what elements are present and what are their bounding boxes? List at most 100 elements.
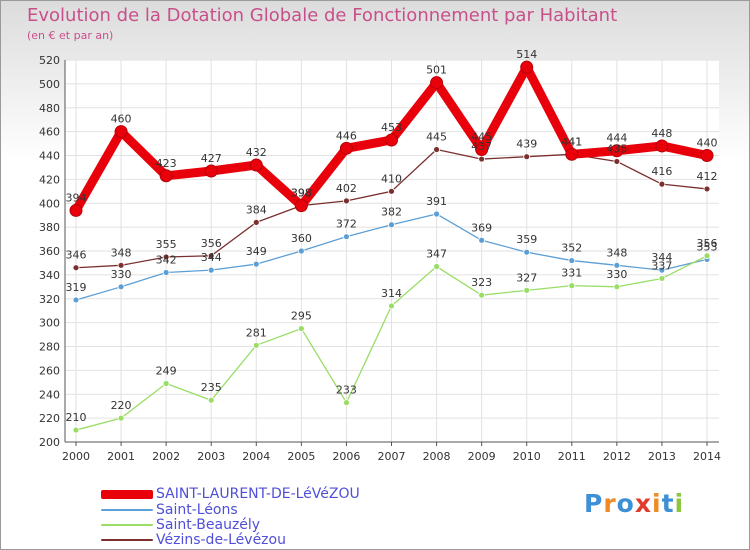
data-label: 441 (561, 135, 582, 148)
legend-item-vezins: Vézins-de-Lévézou (101, 532, 286, 548)
data-point (433, 210, 440, 218)
data-point (117, 261, 125, 269)
data-label: 355 (156, 238, 177, 251)
data-label: 391 (426, 195, 447, 208)
data-point (658, 266, 666, 274)
data-label: 353 (697, 240, 718, 253)
logo-letter: r (603, 489, 617, 518)
data-label: 501 (426, 64, 447, 77)
data-label: 233 (336, 384, 357, 397)
x-tick-label: 2014 (693, 450, 721, 463)
data-point (610, 144, 624, 158)
data-point (339, 141, 353, 155)
data-label: 356 (697, 237, 718, 250)
x-tick-label: 2004 (242, 450, 270, 463)
data-point (252, 218, 260, 226)
logo-letter: i (652, 489, 662, 518)
data-point (433, 146, 440, 153)
data-point (72, 296, 80, 304)
data-point (343, 399, 350, 407)
data-label: 349 (246, 245, 267, 258)
logo-letter: t (661, 489, 675, 518)
data-label: 445 (471, 131, 492, 144)
x-tick-label: 2007 (378, 450, 406, 463)
data-label: 331 (561, 267, 582, 280)
data-label: 369 (471, 221, 492, 234)
data-point (207, 266, 215, 274)
data-point (207, 396, 215, 404)
x-tick-label: 2011 (558, 450, 586, 463)
data-label: 437 (471, 140, 492, 153)
y-tick-label: 360 (39, 245, 60, 258)
data-point (388, 302, 395, 310)
data-point (523, 153, 531, 161)
y-tick-label: 420 (39, 173, 60, 186)
data-label: 445 (426, 131, 447, 144)
legend-item-saint-beauzely: Saint-Beauzély (101, 517, 260, 533)
data-point (343, 233, 350, 241)
y-tick-label: 260 (39, 364, 60, 377)
data-point (433, 263, 440, 270)
data-label: 394 (66, 191, 87, 204)
data-label: 337 (651, 259, 672, 272)
legend-swatch (101, 489, 153, 499)
logo-letter: i (674, 489, 685, 518)
data-label: 344 (651, 251, 672, 264)
y-tick-label: 280 (39, 341, 60, 354)
data-label: 352 (561, 242, 582, 255)
data-label: 402 (336, 182, 357, 195)
data-point (478, 291, 486, 299)
y-tick-label: 460 (39, 126, 60, 139)
data-label: 330 (606, 268, 627, 281)
data-label: 220 (111, 399, 132, 412)
data-label: 347 (426, 248, 447, 261)
data-point (523, 286, 531, 294)
data-point (568, 257, 576, 264)
data-point (162, 380, 170, 387)
data-label: 435 (606, 142, 627, 155)
data-label: 448 (651, 127, 672, 140)
data-label: 344 (201, 251, 222, 264)
data-label: 440 (697, 137, 718, 150)
data-label: 348 (606, 246, 627, 259)
data-point (613, 158, 621, 165)
data-label: 235 (201, 381, 222, 394)
x-tick-label: 2012 (603, 450, 631, 463)
data-label: 356 (201, 237, 222, 250)
data-point (72, 264, 80, 272)
y-tick-label: 220 (39, 412, 60, 425)
data-point (613, 283, 621, 291)
logo-letter: o (616, 489, 635, 518)
data-label: 360 (291, 232, 312, 245)
data-point (162, 269, 170, 276)
x-tick-label: 2001 (107, 450, 135, 463)
data-point (249, 158, 263, 172)
data-label: 342 (156, 253, 177, 266)
data-point (478, 155, 486, 163)
legend-label: Saint-Beauzély (156, 517, 261, 533)
data-label: 453 (381, 121, 402, 134)
data-label: 359 (516, 233, 537, 246)
y-tick-label: 320 (39, 293, 60, 306)
data-point (478, 236, 486, 244)
data-label: 416 (651, 165, 672, 178)
y-tick-label: 340 (39, 269, 60, 282)
legend-label: Vézins-de-Lévézou (156, 532, 286, 548)
data-label: 441 (561, 135, 582, 148)
data-point (117, 283, 125, 291)
x-tick-label: 2010 (513, 450, 541, 463)
data-point (159, 169, 173, 183)
data-point (388, 187, 395, 195)
legend-item-saint-leons: Saint-Léons (101, 502, 238, 518)
data-label: 346 (66, 249, 87, 262)
data-point (162, 253, 170, 261)
y-tick-label: 480 (39, 102, 60, 115)
x-tick-label: 2009 (468, 450, 496, 463)
data-label: 412 (697, 170, 718, 183)
data-point (117, 414, 125, 422)
data-point (565, 147, 579, 161)
data-point (475, 143, 489, 157)
x-tick-label: 2005 (287, 450, 315, 463)
legend-swatch (101, 539, 153, 541)
legend-item-saint-laurent: SAINT-LAURENT-DE-LéVéZOU (101, 486, 360, 502)
